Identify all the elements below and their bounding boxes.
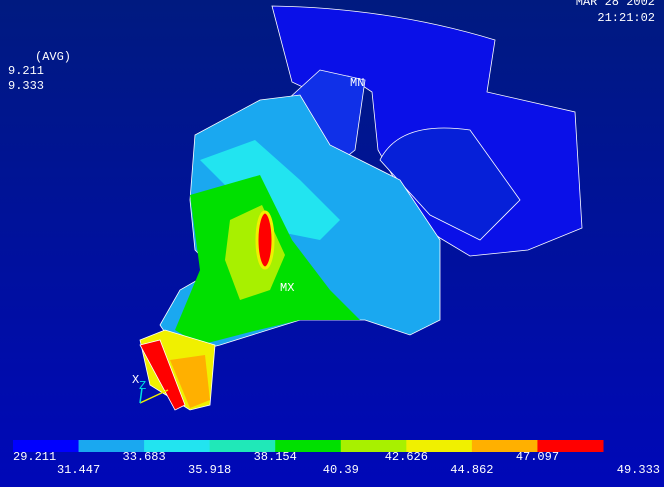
legend-label: 29.211: [13, 450, 56, 464]
info-text: 9.333: [8, 79, 44, 93]
min-marker: MN: [350, 76, 364, 90]
legend-swatch: [406, 440, 473, 452]
date: MAR 28 2002: [576, 0, 655, 9]
legend-swatch: [537, 440, 604, 452]
triad-label: Z: [139, 379, 146, 393]
legend-swatch: [275, 440, 342, 452]
legend-swatch: [209, 440, 276, 452]
legend-swatch: [78, 440, 145, 452]
legend-swatch: [144, 440, 211, 452]
legend-label: 35.918: [188, 463, 231, 477]
triad-axis: [139, 387, 143, 404]
legend-label: 38.154: [254, 450, 297, 464]
hot-spot: [255, 210, 275, 270]
legend-swatch: [13, 440, 80, 452]
legend-swatch: [471, 440, 538, 452]
legend-label: 49.333: [617, 463, 660, 477]
time: 21:21:02: [597, 11, 655, 25]
legend-label: 44.862: [450, 463, 493, 477]
region-cyan: [200, 140, 340, 240]
legend-label: 31.447: [57, 463, 100, 477]
triad-axis: [139, 389, 169, 404]
cutout: [379, 127, 521, 241]
region-red: [139, 339, 186, 411]
legend-label: 33.683: [123, 450, 166, 464]
triad-label: X: [132, 373, 139, 387]
info-text: 9.211: [8, 64, 44, 78]
info-text: (AVG): [35, 50, 71, 64]
max-marker: MX: [280, 281, 294, 295]
legend-label: 42.626: [385, 450, 428, 464]
legend-swatch: [340, 440, 407, 452]
model: [139, 5, 583, 411]
legend-label: 47.097: [516, 450, 559, 464]
legend-label: 40.39: [323, 463, 359, 477]
region-orange: [170, 355, 210, 408]
